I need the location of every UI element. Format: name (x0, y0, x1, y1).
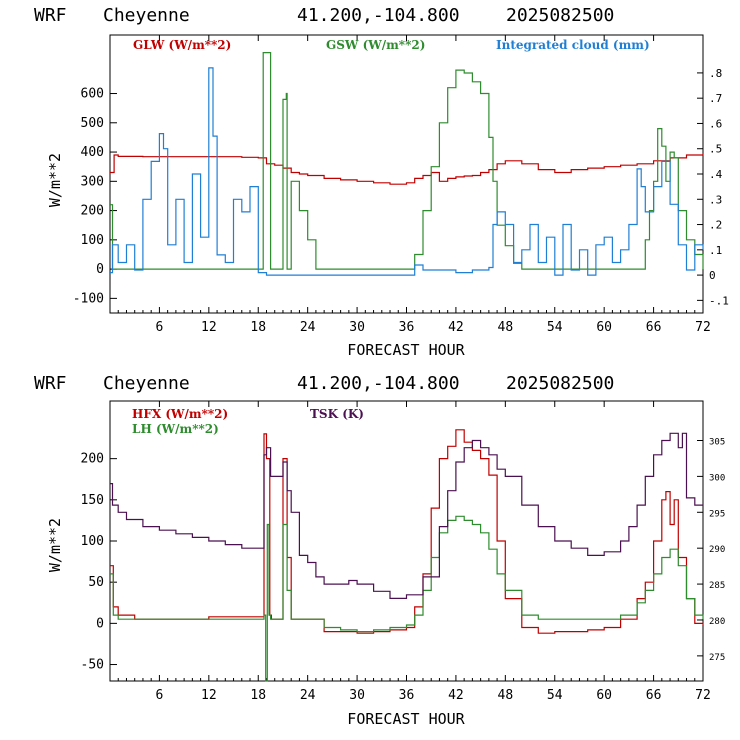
y-tick-label: -100 (73, 291, 104, 306)
x-tick-label: 60 (596, 320, 612, 335)
y2-tick-label: 305 (709, 437, 725, 447)
series-line-3 (110, 67, 704, 276)
x-tick-label: 54 (547, 688, 563, 703)
model-label: WRF (34, 373, 67, 394)
y2-tick-label: .4 (709, 168, 723, 181)
y-tick-label: 100 (81, 233, 104, 248)
x-tick-label: 36 (399, 688, 415, 703)
y2-tick-label: .5 (709, 143, 722, 156)
y-tick-label: 600 (81, 87, 104, 102)
legend-glw: GLW (W/m**2) (133, 38, 231, 52)
y-tick-label: 150 (81, 493, 104, 508)
x-axis-label: FORECAST HOUR (347, 341, 465, 359)
y-tick-label: -50 (81, 658, 104, 673)
y2-tick-label: .3 (709, 193, 722, 206)
y-tick-label: 50 (88, 575, 104, 590)
x-axis-label: FORECAST HOUR (347, 710, 465, 728)
coords-label: 41.200,-104.800 (297, 373, 460, 394)
y-ticks: -50 0 50 100 150 200 (81, 452, 117, 673)
x-tick-label: 12 (201, 320, 217, 335)
x-tick-label: 18 (250, 688, 266, 703)
y2-tick-label: .6 (709, 117, 722, 130)
y2-tick-label: 0 (709, 269, 716, 282)
x-tick-label: 6 (156, 688, 164, 703)
y-tick-label: 400 (81, 145, 104, 160)
y-tick-label: 200 (81, 452, 104, 467)
coords-label: 41.200,-104.800 (297, 5, 460, 26)
x-tick-label: 72 (695, 688, 711, 703)
y2-ticks: 275 280 285 290 295 300 305 (697, 437, 725, 663)
x-ticks: 6 12 18 24 30 36 42 48 54 60 66 72 (117, 35, 711, 335)
header-bottom: WRF Cheyenne 41.200,-104.800 2025082500 (34, 373, 614, 394)
x-tick-label: 66 (646, 688, 662, 703)
y2-tick-label: 295 (709, 509, 725, 519)
x-tick-label: 48 (498, 688, 514, 703)
x-tick-label: 30 (349, 320, 365, 335)
series-line-1 (110, 429, 704, 634)
y2-tick-label: 290 (709, 545, 725, 555)
y2-tick-label: 300 (709, 473, 725, 483)
y-tick-label: 500 (81, 116, 104, 131)
series-group (110, 52, 704, 276)
y-axis-label: W/m**2 (46, 518, 64, 572)
y2-tick-label: .1 (709, 244, 722, 257)
x-tick-label: 12 (201, 688, 217, 703)
y-axis-label: W/m**2 (46, 153, 64, 207)
y-tick-label: 0 (96, 616, 104, 631)
legend-lh: LH (W/m**2) (132, 422, 219, 436)
x-tick-label: 42 (448, 688, 464, 703)
series-line-2 (110, 52, 704, 270)
x-tick-label: 54 (547, 320, 563, 335)
y-tick-label: 100 (81, 534, 104, 549)
station-label: Cheyenne (103, 5, 190, 26)
x-tick-label: 24 (300, 688, 316, 703)
date-label: 2025082500 (506, 5, 614, 26)
y2-tick-label: 275 (709, 653, 725, 663)
x-tick-label: 24 (300, 320, 316, 335)
station-label: Cheyenne (103, 373, 190, 394)
series-group (110, 429, 704, 682)
date-label: 2025082500 (506, 373, 614, 394)
top-chart: 6 12 18 24 30 36 42 48 54 60 66 72 -100 0 100 200 300 40… (46, 34, 729, 359)
legend-gsw: GSW (W/m**2) (326, 38, 425, 52)
x-ticks: 6 12 18 24 30 36 42 48 54 60 66 72 (117, 401, 711, 703)
x-tick-label: 30 (349, 688, 365, 703)
y2-ticks: -.1 0 .1 .2 .3 .4 .5 .6 .7 .8 (697, 67, 729, 307)
model-label: WRF (34, 5, 67, 26)
y2-tick-label: -.1 (709, 294, 729, 307)
legend-tsk: TSK (K) (310, 407, 364, 421)
series-line-3 (110, 432, 703, 599)
y2-tick-label: 285 (709, 581, 725, 591)
y2-tick-label: .8 (709, 67, 722, 80)
y-tick-label: 300 (81, 174, 104, 189)
series-line-1 (110, 153, 704, 185)
x-tick-label: 42 (448, 320, 464, 335)
x-tick-label: 6 (156, 320, 164, 335)
x-tick-label: 66 (646, 320, 662, 335)
x-tick-label: 48 (498, 320, 514, 335)
y-tick-label: 0 (96, 262, 104, 277)
bottom-chart: 6 12 18 24 30 36 42 48 54 60 66 72 -50050100150200 … (46, 400, 725, 728)
y-tick-label: 200 (81, 204, 104, 219)
y2-tick-label: .7 (709, 92, 722, 105)
y2-tick-label: 280 (709, 617, 725, 627)
x-tick-label: 36 (399, 320, 415, 335)
header-top: WRF Cheyenne 41.200,-104.800 2025082500 (34, 5, 614, 26)
series-line-2 (110, 515, 704, 682)
x-tick-label: 18 (250, 320, 266, 335)
legend-hfx: HFX (W/m**2) (132, 407, 228, 421)
plot-frame (109, 400, 704, 682)
y-ticks: -100 0 100 200 300 400 500 600 (73, 87, 117, 306)
x-tick-label: 60 (596, 688, 612, 703)
x-tick-label: 72 (695, 320, 711, 335)
y2-tick-label: .2 (709, 219, 722, 232)
legend-cloud: Integrated cloud (mm) (496, 38, 650, 52)
